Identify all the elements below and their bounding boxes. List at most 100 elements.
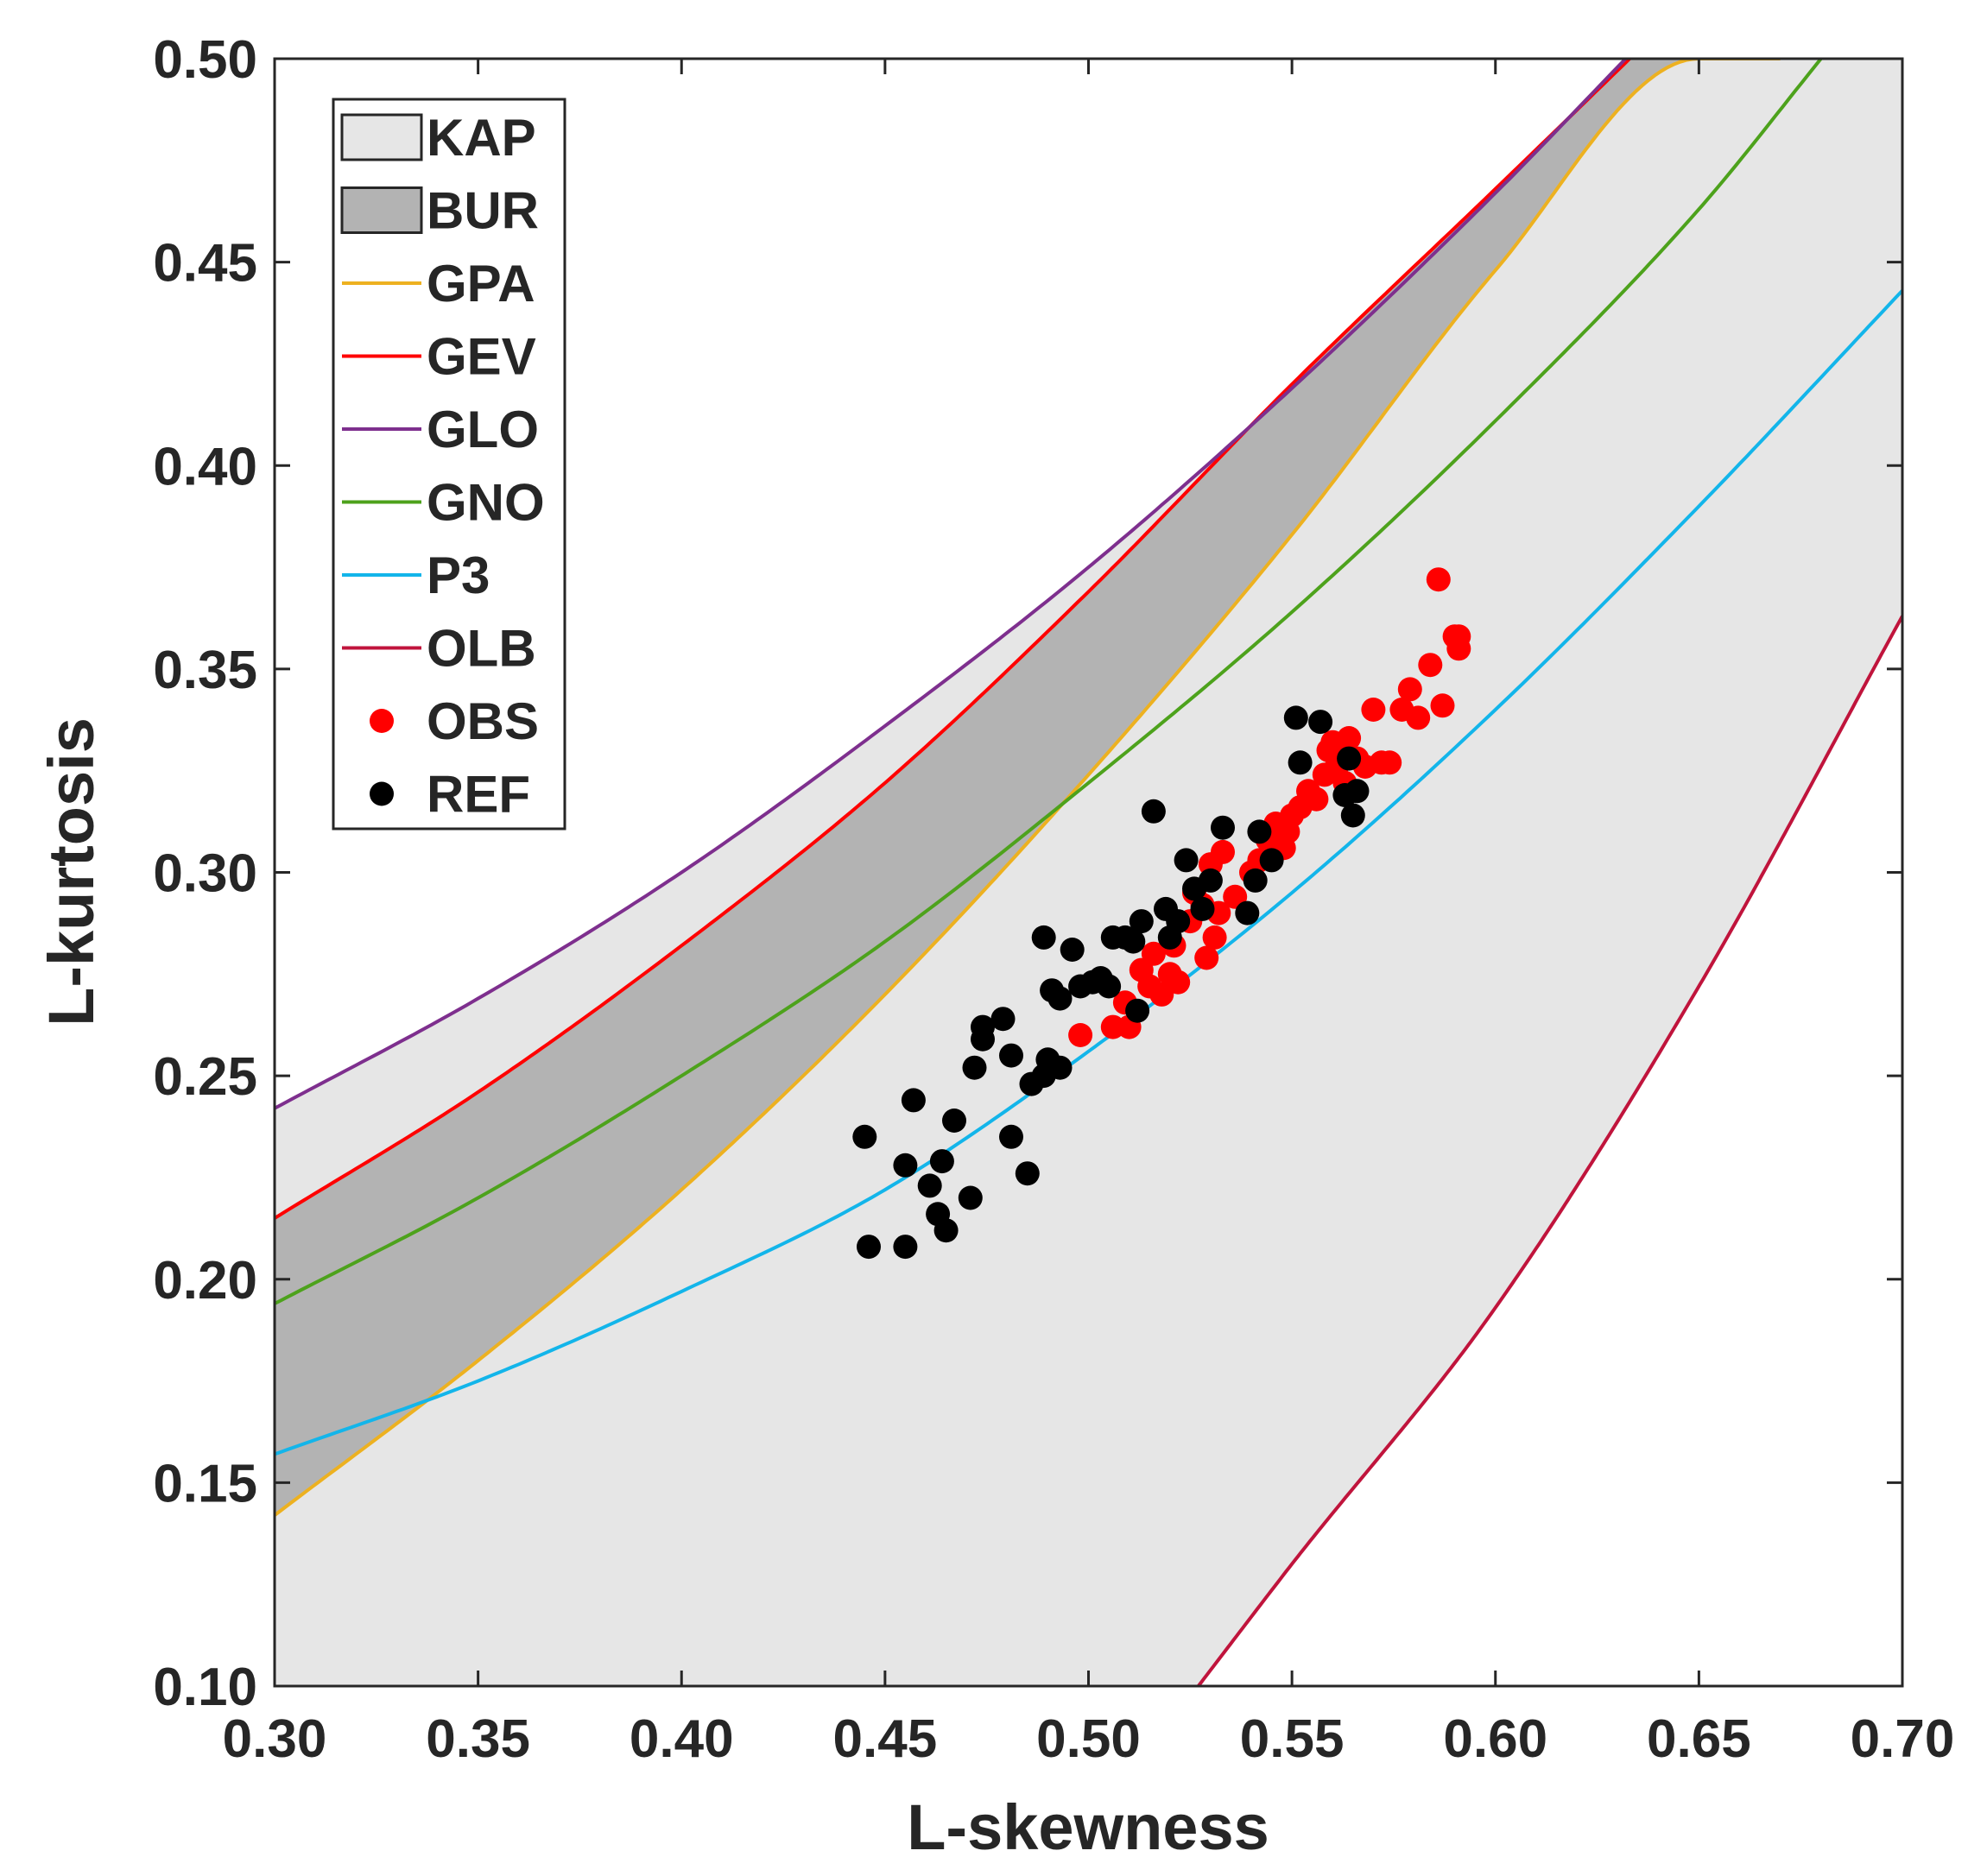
y-tick-label: 0.25	[153, 1047, 257, 1107]
ref-point	[1345, 779, 1370, 804]
curve-gno	[275, 59, 1824, 1305]
curve-gev	[275, 59, 1633, 1220]
y-tick-label: 0.20	[153, 1251, 257, 1311]
x-tick-label: 0.30	[223, 1709, 327, 1769]
ref-point	[1174, 848, 1199, 873]
ref-point	[1337, 746, 1362, 771]
y-axis-title: L-kurtosis	[35, 717, 107, 1026]
ref-point	[852, 1124, 877, 1149]
legend-label-bur: BUR	[427, 182, 539, 240]
ref-point	[1047, 1055, 1073, 1080]
y-tick-label: 0.50	[153, 30, 257, 90]
obs-point	[1337, 726, 1362, 750]
x-axis-title: L-skewness	[907, 1791, 1269, 1863]
curve-gpa	[275, 59, 1781, 1517]
y-tick-label: 0.45	[153, 234, 257, 294]
ref-point	[1198, 868, 1223, 893]
ref-point	[999, 1043, 1023, 1068]
ref-point	[1308, 710, 1333, 735]
ref-point	[1211, 815, 1235, 840]
legend-label-ref: REF	[427, 766, 530, 824]
ref-point	[1243, 868, 1268, 893]
ref-point	[1097, 974, 1122, 999]
y-tick-label: 0.40	[153, 437, 257, 496]
x-tick-label: 0.65	[1647, 1709, 1751, 1769]
ref-point	[1340, 803, 1365, 828]
ref-point	[1190, 896, 1215, 921]
obs-point	[1304, 786, 1329, 812]
obs-point	[1426, 567, 1451, 592]
obs-point	[1166, 970, 1191, 995]
ref-point	[1121, 929, 1146, 954]
curve-glo	[275, 59, 1629, 1110]
curve-olb	[1197, 615, 1902, 1686]
ref-point	[1235, 900, 1260, 925]
y-tick-label: 0.35	[153, 641, 257, 700]
ref-point	[1283, 705, 1308, 730]
x-tick-label: 0.50	[1036, 1709, 1141, 1769]
ref-point	[893, 1153, 918, 1178]
obs-point	[1418, 653, 1443, 678]
legend-label-obs: OBS	[427, 692, 539, 750]
ref-point	[857, 1235, 881, 1260]
ref-point	[990, 1007, 1016, 1032]
ref-point	[1060, 938, 1085, 962]
ref-point	[929, 1149, 954, 1174]
ref-point	[933, 1218, 959, 1243]
obs-point	[1406, 705, 1431, 730]
legend-label-kap: KAP	[427, 109, 536, 167]
ref-point	[1259, 848, 1284, 873]
x-tick-label: 0.55	[1240, 1709, 1345, 1769]
legend-box	[332, 98, 566, 831]
curve-p3	[275, 289, 1902, 1456]
obs-point	[1377, 750, 1402, 775]
x-tick-label: 0.40	[630, 1709, 734, 1769]
region-kap	[275, 59, 1902, 1686]
legend-label-p3: P3	[427, 546, 490, 604]
obs-point	[1141, 941, 1166, 966]
legend-swatch-obs	[370, 709, 394, 733]
ref-point	[893, 1235, 918, 1260]
legend: KAP BUR GPA GEV GLO GNO P3 OLB OBS REF	[332, 98, 566, 831]
legend-label-gpa: GPA	[427, 255, 535, 313]
x-tick-label: 0.45	[833, 1709, 938, 1769]
ref-point	[1015, 1161, 1040, 1186]
legend-swatch-bur	[340, 186, 423, 234]
y-tick-label: 0.15	[153, 1454, 257, 1513]
ref-point	[1247, 819, 1272, 844]
x-tick-label: 0.60	[1443, 1709, 1547, 1769]
obs-point	[1211, 839, 1235, 864]
ref-point	[1166, 909, 1191, 934]
obs-point	[1397, 677, 1422, 702]
obs-point	[1202, 925, 1227, 950]
ref-point	[917, 1173, 942, 1198]
x-tick-label: 0.70	[1851, 1709, 1955, 1769]
legend-label-gno: GNO	[427, 474, 545, 532]
obs-point	[1194, 945, 1219, 970]
legend-swatch-kap	[340, 113, 423, 161]
plot-frame	[273, 57, 1904, 1688]
obs-point	[1446, 624, 1471, 649]
legend-swatch-ref	[370, 781, 394, 806]
y-tick-label: 0.10	[153, 1658, 257, 1717]
obs-point	[1068, 1023, 1093, 1047]
x-tick-label: 0.35	[426, 1709, 530, 1769]
legend-label-gev: GEV	[427, 328, 536, 386]
ref-point	[999, 1124, 1023, 1149]
ref-point	[1031, 925, 1056, 950]
ref-point	[958, 1185, 983, 1210]
ref-point	[1125, 998, 1150, 1023]
y-tick-label: 0.30	[153, 844, 257, 904]
legend-label-olb: OLB	[427, 620, 536, 678]
ref-point	[901, 1088, 926, 1113]
obs-point	[1361, 698, 1386, 722]
ref-point	[942, 1109, 966, 1133]
ref-point	[1288, 750, 1313, 775]
ref-point	[962, 1055, 987, 1080]
legend-label-glo: GLO	[427, 401, 539, 458]
ref-point	[1047, 986, 1073, 1011]
ref-point	[1129, 909, 1154, 934]
ref-point	[971, 1014, 995, 1039]
obs-point	[1430, 693, 1455, 718]
